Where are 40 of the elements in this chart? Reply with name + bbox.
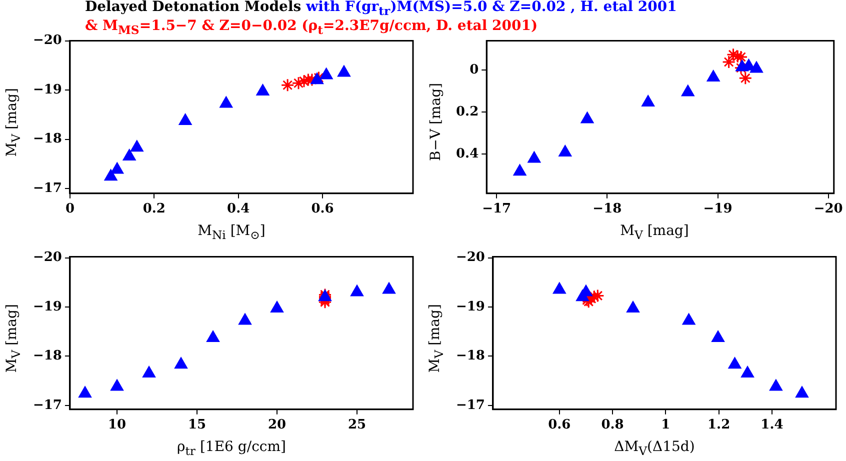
y-tick-label: −20 [33,33,62,48]
text: & M$_{MS}$=1.5−7 & Z=0−0.02 (ρ$_{t}$=2.3E7g/ccm, D. etal 2001) [85,18,539,38]
x-tick-label: 0.6 [311,202,334,217]
x-tick-label: 0.8 [601,418,624,433]
x-axis-title: ΔM$_{V}$(Δ15d) [613,439,696,458]
y-tick-label: −20 [33,250,62,266]
x-tick-label: 1.4 [760,418,784,433]
y-axis-title: B−V [mag] [428,82,444,162]
y-tick-label: −17 [33,180,62,196]
y-tick-label: −19 [456,299,485,314]
x-tick-label: −17 [482,202,512,217]
y-tick-label: 0 [470,62,479,78]
y-tick-label: −19 [33,82,62,98]
x-tick-label: 25 [348,418,366,433]
y-tick-label: −19 [33,299,62,314]
x-tick-label: 1 [661,418,670,433]
y-tick-label: −17 [33,398,62,413]
y-tick-label: −18 [33,348,62,364]
x-tick-label: 0 [65,202,75,217]
x-tick-label: 0.6 [548,418,571,433]
chart-title: Delayed Detonation Models [85,0,302,15]
y-tick-label: −17 [456,398,485,413]
x-axis-title: M$_{Ni}$ [M$_{⊙}$] [196,223,266,242]
x-axis-title: M$_{V}$ [mag] [619,223,690,242]
x-tick-label: 10 [108,418,126,433]
x-tick-label: 15 [188,418,206,433]
x-tick-label: 1.2 [708,418,730,433]
x-axis-title: ρ$_{tr}$ [1E6 g/ccm] [176,439,287,458]
text: with F(gr$_{tr}$)M(MS)=5.0 & Z=0.02 , H. etal 2001 [306,0,677,18]
x-tick-label: −20 [814,202,843,217]
y-tick-label: −18 [33,132,62,147]
y-tick-label: −18 [456,348,485,364]
x-tick-label: 20 [268,418,286,433]
x-tick-label: −18 [592,202,622,217]
x-tick-label: 0.2 [142,202,166,217]
y-tick-label: 0.2 [456,104,479,120]
x-tick-label: 0.4 [227,202,250,217]
x-tick-label: −19 [703,202,732,217]
y-tick-label: 0.4 [456,146,479,162]
y-tick-label: −20 [456,250,485,266]
